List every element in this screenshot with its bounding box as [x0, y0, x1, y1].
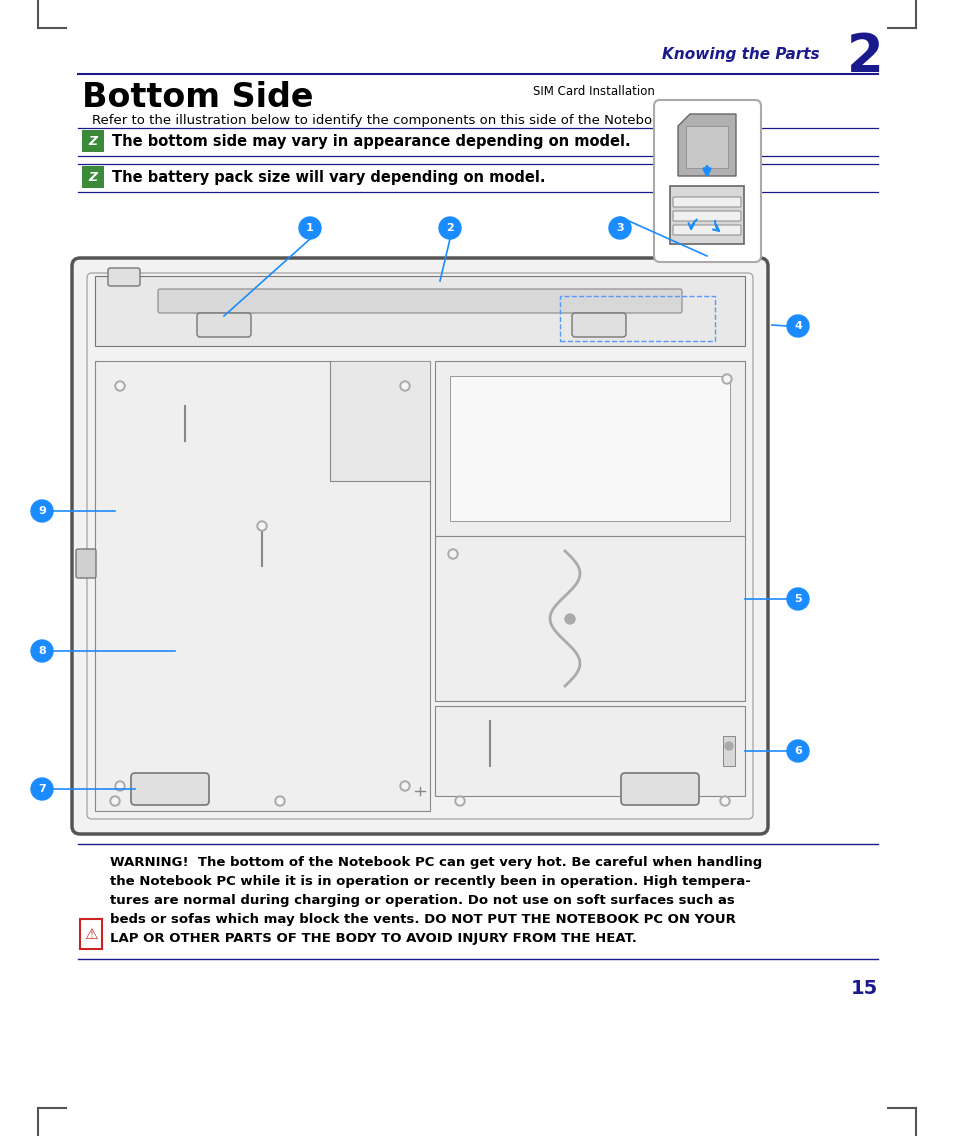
Circle shape [258, 523, 265, 529]
Circle shape [30, 500, 53, 523]
Text: SIM Card Installation: SIM Card Installation [533, 85, 655, 98]
Bar [80, 919, 102, 949]
FancyBboxPatch shape [672, 197, 740, 207]
FancyBboxPatch shape [71, 258, 767, 834]
Circle shape [115, 782, 125, 791]
Text: 6: 6 [793, 746, 801, 755]
Text: 4: 4 [793, 321, 801, 331]
Text: 5: 5 [793, 594, 801, 604]
Text: 3: 3 [616, 223, 623, 233]
Circle shape [456, 797, 462, 804]
Text: tures are normal during charging or operation. Do not use on soft surfaces such : tures are normal during charging or oper… [110, 894, 734, 907]
Circle shape [786, 315, 808, 337]
Text: 2: 2 [446, 223, 454, 233]
Text: beds or sofas which may block the vents. DO NOT PUT THE NOTEBOOK PC ON YOUR: beds or sofas which may block the vents.… [110, 913, 735, 926]
Bar [330, 361, 430, 481]
Bar [95, 276, 744, 346]
Bar [559, 296, 714, 341]
Circle shape [455, 796, 464, 807]
FancyBboxPatch shape [672, 211, 740, 222]
Text: Z: Z [89, 134, 97, 148]
Circle shape [399, 782, 410, 791]
Text: the Notebook PC while it is in operation or recently been in operation. High tem: the Notebook PC while it is in operation… [110, 875, 750, 888]
FancyBboxPatch shape [572, 314, 625, 337]
Bar [435, 705, 744, 796]
Text: WARNING!  The bottom of the Notebook PC can get very hot. Be careful when handli: WARNING! The bottom of the Notebook PC c… [110, 857, 761, 869]
Bar [95, 361, 430, 811]
FancyBboxPatch shape [131, 772, 209, 805]
Circle shape [110, 796, 120, 807]
Circle shape [786, 740, 808, 762]
Circle shape [117, 383, 123, 389]
Bar [685, 126, 727, 168]
Circle shape [298, 217, 320, 239]
Circle shape [564, 613, 575, 624]
Bar [82, 130, 104, 152]
Text: Knowing the Parts: Knowing the Parts [661, 47, 820, 61]
Text: LAP OR OTHER PARTS OF THE BODY TO AVOID INJURY FROM THE HEAT.: LAP OR OTHER PARTS OF THE BODY TO AVOID … [110, 932, 637, 945]
FancyBboxPatch shape [158, 289, 681, 314]
Text: 9: 9 [38, 506, 46, 516]
Bar [450, 376, 729, 521]
Circle shape [276, 797, 283, 804]
Circle shape [30, 640, 53, 662]
Circle shape [720, 796, 729, 807]
FancyBboxPatch shape [620, 772, 699, 805]
Text: Bottom Side: Bottom Side [82, 81, 314, 114]
FancyBboxPatch shape [672, 225, 740, 235]
Text: The battery pack size will vary depending on model.: The battery pack size will vary dependin… [112, 169, 545, 184]
Text: The bottom side may vary in appearance depending on model.: The bottom side may vary in appearance d… [112, 134, 630, 149]
Text: Z: Z [89, 170, 97, 184]
Polygon shape [678, 114, 735, 176]
Circle shape [786, 588, 808, 610]
Circle shape [448, 549, 457, 559]
Text: 2: 2 [845, 31, 882, 83]
Bar [669, 186, 743, 244]
Text: 7: 7 [38, 784, 46, 794]
FancyBboxPatch shape [654, 100, 760, 262]
Circle shape [608, 217, 630, 239]
Circle shape [399, 381, 410, 391]
Circle shape [723, 376, 729, 382]
Bar [435, 536, 744, 701]
Text: 1: 1 [306, 223, 314, 233]
Text: Refer to the illustration below to identify the components on this side of the N: Refer to the illustration below to ident… [91, 114, 693, 127]
Circle shape [256, 521, 267, 531]
Circle shape [721, 374, 731, 384]
Circle shape [274, 796, 285, 807]
Bar [82, 166, 104, 187]
Circle shape [401, 783, 408, 790]
FancyBboxPatch shape [196, 314, 251, 337]
Circle shape [721, 797, 727, 804]
Bar [722, 736, 734, 766]
FancyBboxPatch shape [108, 268, 140, 286]
Bar [435, 361, 744, 536]
Circle shape [115, 381, 125, 391]
Text: 15: 15 [850, 979, 877, 999]
Circle shape [438, 217, 460, 239]
Circle shape [117, 783, 123, 790]
Circle shape [112, 797, 118, 804]
Circle shape [450, 551, 456, 557]
Text: ⚠: ⚠ [84, 927, 98, 942]
Text: 8: 8 [38, 646, 46, 655]
FancyBboxPatch shape [76, 549, 96, 578]
Circle shape [724, 742, 732, 750]
Circle shape [401, 383, 408, 389]
Circle shape [30, 778, 53, 800]
